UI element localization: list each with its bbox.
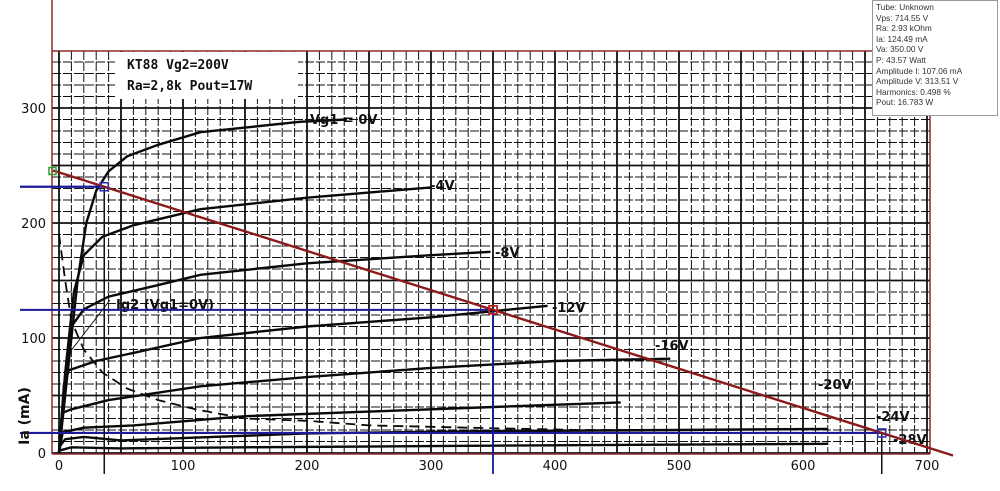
info-pout: Pout: 16.783 W [876,97,934,108]
plate-curve [58,234,679,431]
ig2-pointer-line [69,299,111,353]
x-tick-label: 600 [791,459,816,474]
info-amplitude-i: Amplitude I: 107.06 mA [876,65,963,76]
curve-label: -4V [430,179,455,194]
operating-point-info-panel: Tube: Unknown Vps: 714.55 V Ra: 2.93 kOh… [872,0,998,116]
x-tick-label: 100 [171,459,196,474]
plate-curve [57,304,548,454]
info-ia: Ia: 124.49 mA [876,33,928,44]
y-axis-label: Ia (mA) [16,387,33,445]
x-tick-label: 700 [915,459,940,474]
x-tick-label: 200 [295,459,320,474]
x-tick-label: 500 [667,459,692,474]
swing-point-handle[interactable] [876,428,887,438]
curve-label: -8V [495,246,520,261]
info-ra: Ra: 2.93 kOhm [876,23,932,34]
axis-tick-labels: 0 100 200 300 400 500 600 700 0 100 200 300 [21,102,939,474]
chart-title: KT88 Vg2=200V [127,58,229,73]
load-line-overlay[interactable] [20,166,954,474]
info-va: Va: 350.00 V [876,44,924,55]
operating-point-handle[interactable] [488,304,498,315]
curve-label: -16V [655,339,689,354]
plate-curve [57,118,347,454]
info-tube: Tube: Unknown [876,2,934,12]
plate-curve [57,401,621,454]
info-harmonics: Harmonics: 0.498 % [876,86,951,97]
x-tick-label: 300 [419,459,444,474]
curve-label: -24V [876,410,910,425]
y-tick-label: 0 [38,447,46,462]
plate-curves [57,118,828,454]
swing-point-handle[interactable] [99,181,110,192]
y-tick-label: 200 [21,217,46,232]
info-power: P: 43.57 Watt [876,54,926,65]
info-amplitude-v: Amplitude V: 313.51 V [876,76,959,87]
plate-curve [58,442,828,452]
x-tick-label: 400 [543,459,568,474]
info-vps: Vps: 714.55 V [876,12,929,23]
curve-label: Vg1 = 0V [310,113,377,128]
plate-curve [57,357,671,454]
y-tick-label: 100 [21,332,46,347]
y-tick-label: 300 [21,102,46,117]
load-line[interactable] [52,169,954,457]
load-line-start-handle[interactable] [48,166,57,176]
chart-title-box: KT88 Vg2=200V Ra=2,8k Pout=17W [115,52,298,99]
curve-label: -20V [818,378,852,393]
chart-subtitle: Ra=2,8k Pout=17W [127,79,253,94]
curve-label: -12V [552,301,586,316]
plate-curve [57,250,491,454]
x-tick-label: 0 [55,459,63,474]
plate-curve [58,427,828,449]
